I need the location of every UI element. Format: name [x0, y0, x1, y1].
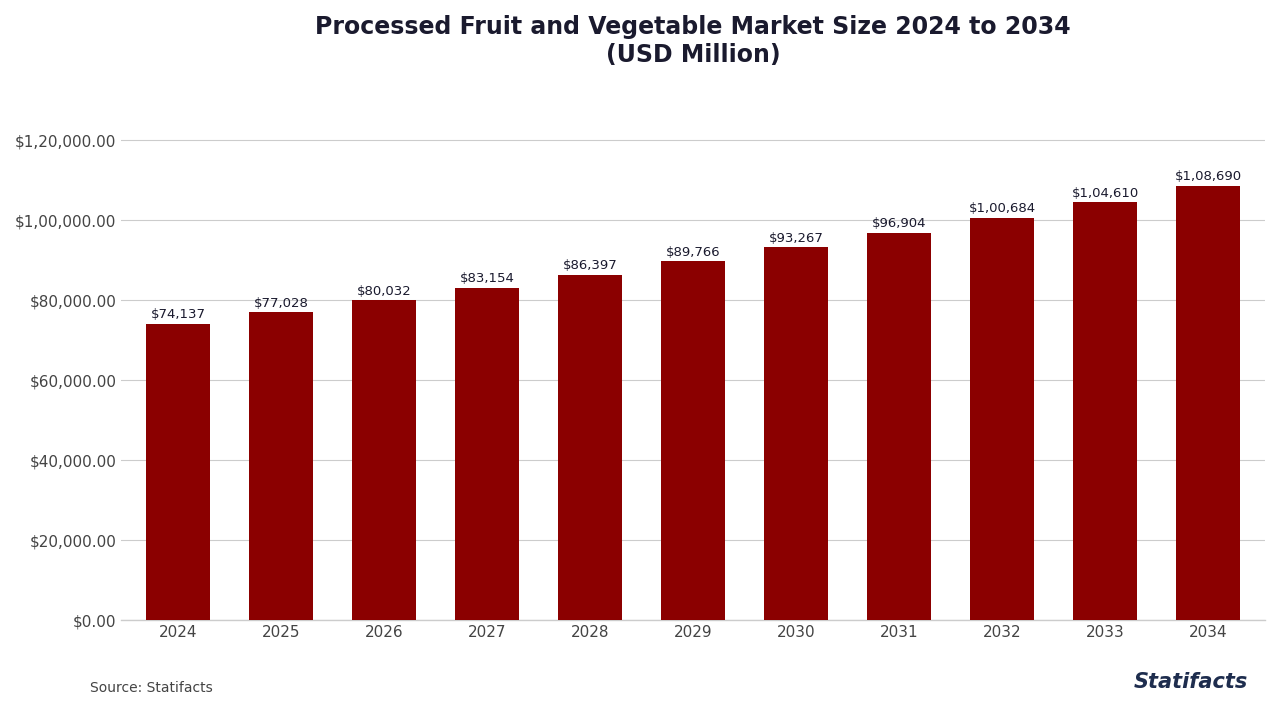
Bar [456, 288, 518, 621]
Text: $83,154: $83,154 [460, 272, 515, 285]
Text: $1,00,684: $1,00,684 [969, 202, 1036, 215]
Bar [146, 324, 210, 621]
Bar [764, 247, 828, 621]
Text: $1,04,610: $1,04,610 [1071, 186, 1139, 199]
Text: $77,028: $77,028 [253, 297, 308, 310]
Text: Source: Statifacts: Source: Statifacts [90, 681, 212, 695]
Text: $93,267: $93,267 [769, 232, 823, 245]
Text: $96,904: $96,904 [872, 217, 927, 230]
Text: $86,397: $86,397 [563, 259, 617, 272]
Text: Statifacts: Statifacts [1134, 672, 1248, 692]
Bar [250, 312, 312, 621]
Bar [352, 300, 416, 621]
Text: $74,137: $74,137 [151, 308, 205, 321]
Text: $1,08,690: $1,08,690 [1175, 170, 1242, 183]
Bar [970, 217, 1034, 621]
Title: Processed Fruit and Vegetable Market Size 2024 to 2034
(USD Million): Processed Fruit and Vegetable Market Siz… [315, 15, 1071, 67]
Text: $80,032: $80,032 [357, 285, 411, 298]
Bar [662, 261, 724, 621]
Text: $89,766: $89,766 [666, 246, 721, 259]
Bar [1074, 202, 1137, 621]
Bar [868, 233, 931, 621]
Bar [558, 275, 622, 621]
Bar [1176, 186, 1240, 621]
